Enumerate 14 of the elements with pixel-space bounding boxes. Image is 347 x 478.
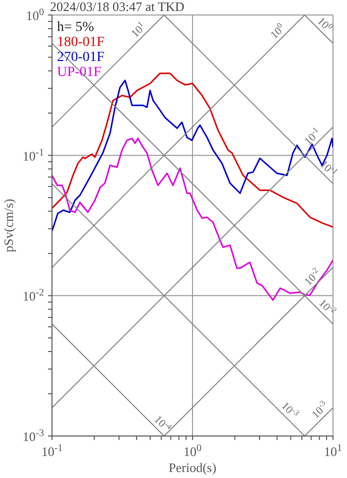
series-label: 270-01F: [57, 50, 105, 65]
chart-title: 2024/03/18 03:47 at TKD: [50, 0, 184, 14]
y-tick-label: 10$^{-1}$: [22, 146, 44, 164]
text: 180-01F: [57, 35, 105, 50]
y-tick-label: 10$^{-2}$: [22, 287, 44, 304]
x-tick-label: 10$^{0}$: [184, 442, 202, 459]
x-tick-label: 10$^{-1}$: [41, 442, 63, 459]
annotation: h= 5%: [57, 20, 94, 35]
text: UP-01F: [57, 65, 102, 80]
x-tick-label: 10$^{1}$: [324, 442, 342, 459]
x-axis-title: Period(s): [168, 460, 216, 475]
y-tick-label: 10$^{-3}$: [22, 428, 44, 444]
y-axis-title: pSv(cm/s): [1, 198, 16, 252]
y-tick-label: 10$^{0}$: [26, 6, 44, 23]
